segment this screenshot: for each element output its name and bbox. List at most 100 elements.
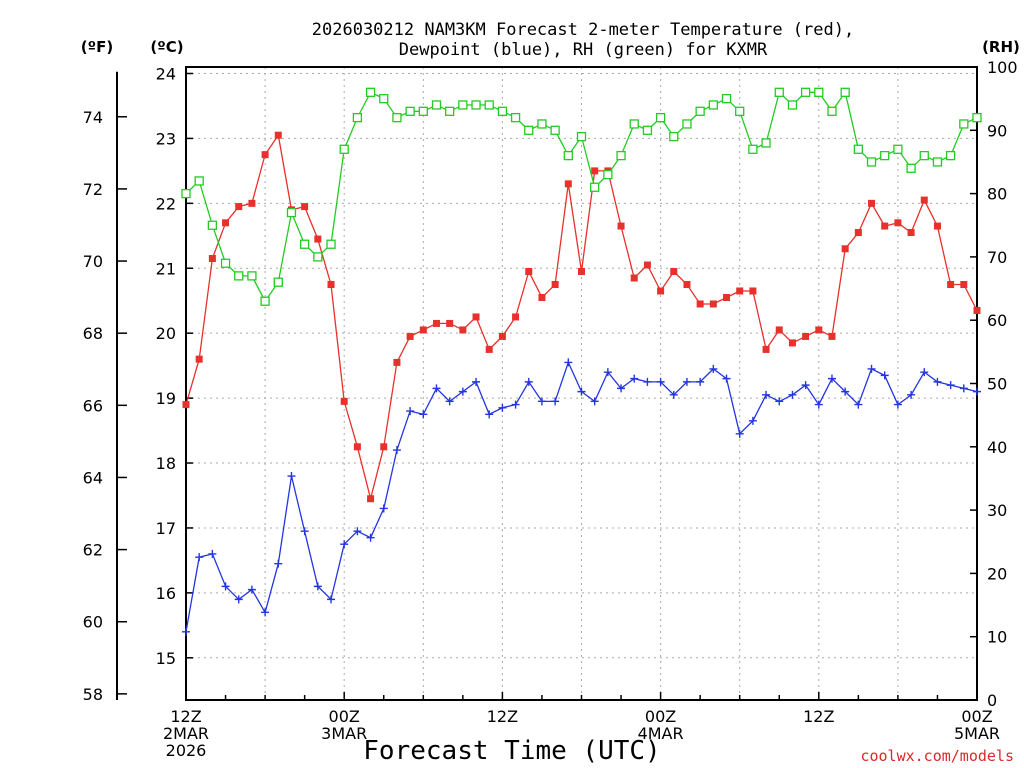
temperature-point <box>828 332 836 340</box>
rh-point <box>458 100 468 110</box>
temperature-point <box>630 274 638 282</box>
temperature-point <box>670 268 678 276</box>
rh-point <box>260 296 270 306</box>
celsius-tick-label: 17 <box>156 519 176 538</box>
dewpoint-point <box>366 533 375 542</box>
fahrenheit-tick-label: 58 <box>83 685 103 704</box>
celsius-tick-label: 18 <box>156 454 176 473</box>
temperature-point <box>591 167 599 175</box>
temperature-point <box>578 268 585 276</box>
rh-tick-label: 20 <box>987 564 1007 583</box>
fahrenheit-tick-label: 64 <box>83 468 103 487</box>
dewpoint-point <box>432 384 441 393</box>
rh-point <box>537 119 547 129</box>
dewpoint-point <box>537 397 546 406</box>
rh-point <box>576 131 587 142</box>
temperature-point <box>208 255 216 263</box>
celsius-tick-label: 19 <box>156 389 176 408</box>
temperature-point <box>841 245 849 253</box>
dewpoint-point <box>748 416 757 425</box>
temperature-point <box>182 401 190 409</box>
dewpoint-point <box>577 387 586 396</box>
dewpoint-point <box>854 400 863 409</box>
rh-tick-label: 10 <box>987 628 1007 647</box>
rh-point <box>299 239 310 249</box>
temperature-point <box>854 229 862 237</box>
temperature-point <box>380 443 388 451</box>
x-tick-label: 00Z <box>329 707 360 726</box>
x-tick-label: 4MAR <box>638 724 684 743</box>
rh-point <box>761 138 771 148</box>
celsius-tick-label: 23 <box>156 129 176 148</box>
temperature-point <box>696 300 704 308</box>
temperature-point <box>512 313 520 321</box>
dewpoint-point <box>801 381 810 390</box>
rh-point <box>484 100 494 110</box>
dewpoint-point <box>696 377 705 386</box>
fahrenheit-tick-label: 62 <box>83 541 103 560</box>
rh-point <box>774 87 784 97</box>
right-unit-rh: (RH) <box>982 38 1020 56</box>
dewpoint-point <box>445 397 454 406</box>
temperature-point <box>459 326 467 334</box>
temperature-point <box>301 203 309 211</box>
dewpoint-point <box>590 397 599 406</box>
temperature-point <box>195 355 203 363</box>
dewpoint-point <box>485 410 494 419</box>
dewpoint-point <box>841 387 850 396</box>
rh-point <box>550 125 560 135</box>
dewpoint-point <box>551 397 560 406</box>
rh-point <box>352 112 363 123</box>
rh-point <box>893 144 903 154</box>
x-tick-label: 00Z <box>645 707 676 726</box>
plot-frame <box>185 66 978 701</box>
temperature-point <box>314 235 322 243</box>
chart-title-line1: 2026030212 NAM3KM Forecast 2-meter Tempe… <box>312 20 854 40</box>
rh-point <box>510 112 521 123</box>
dewpoint-point <box>762 390 771 399</box>
temperature-point <box>406 332 414 340</box>
rh-point <box>247 271 257 281</box>
rh-point <box>234 271 244 281</box>
rh-point <box>853 144 863 154</box>
temperature-point <box>894 219 902 227</box>
dewpoint-point <box>669 390 678 399</box>
temperature-point <box>564 180 572 188</box>
dewpoint-point <box>472 377 481 386</box>
rh-tick-label: 90 <box>987 121 1007 140</box>
rh-point <box>524 125 534 135</box>
x-tick-label: 12Z <box>487 707 518 726</box>
x-tick-label: 00Z <box>961 707 992 726</box>
temperature-point <box>657 287 665 295</box>
temperature-point <box>775 326 783 334</box>
dewpoint-point <box>498 403 507 412</box>
left-unit-celsius: (ºC) <box>150 38 183 56</box>
dewpoint-point <box>511 400 520 409</box>
rh-point <box>603 169 613 180</box>
rh-point <box>945 150 956 161</box>
temperature-point <box>261 151 269 159</box>
dewpoint-point <box>564 358 573 367</box>
rh-tick-label: 100 <box>987 58 1018 77</box>
celsius-tick-label: 24 <box>156 64 176 83</box>
temperature-point <box>973 306 981 314</box>
rh-point <box>563 150 573 161</box>
temperature-point <box>419 326 427 334</box>
dewpoint-point <box>392 446 401 455</box>
rh-point <box>326 239 336 249</box>
rh-point <box>814 87 824 97</box>
dewpoint-point <box>827 374 836 383</box>
fahrenheit-tick-label: 68 <box>83 324 103 343</box>
temperature-point <box>881 222 889 230</box>
temperature-point <box>222 219 230 227</box>
rh-point <box>800 87 811 97</box>
dewpoint-point <box>907 390 916 399</box>
tick-labels: 58 60 62 64 66 68 70 72 74 15 16 17 18 19 20 21 22 23 24 0 1… <box>83 58 1018 760</box>
temperature-point <box>723 293 731 301</box>
x-tick-label: 3MAR <box>321 724 367 743</box>
rh-point <box>972 112 982 123</box>
dewpoint-point <box>195 553 204 562</box>
temperature-point <box>933 222 941 230</box>
dewpoint-point <box>182 627 190 636</box>
dewpoint-point <box>261 608 270 617</box>
